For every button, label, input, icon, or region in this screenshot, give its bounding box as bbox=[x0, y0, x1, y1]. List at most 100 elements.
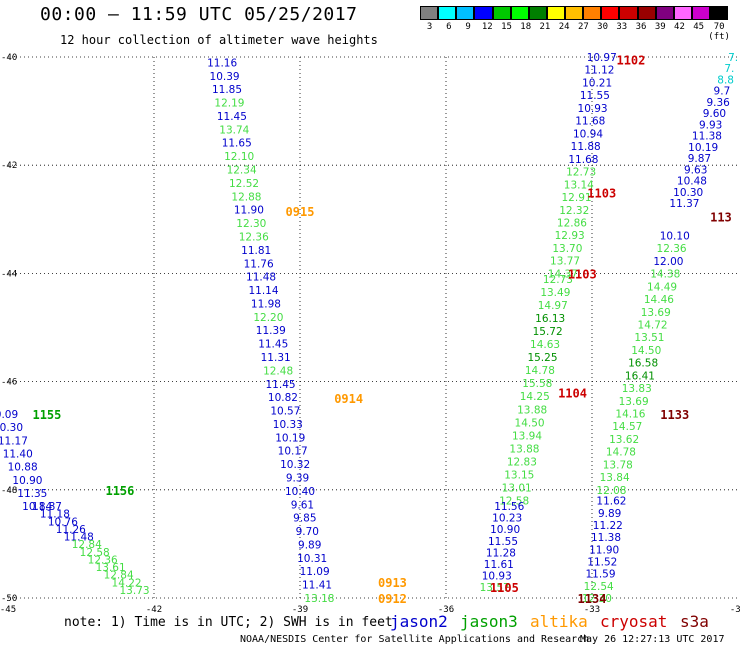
scale-label-7: 24 bbox=[558, 22, 570, 32]
swh-value: 13.88 bbox=[509, 443, 539, 455]
swh-value: 11.18 bbox=[40, 509, 70, 521]
pass-time-label: 1102 bbox=[616, 54, 645, 68]
swh-value: 10.93 bbox=[482, 571, 512, 583]
swh-value: 12.20 bbox=[253, 312, 283, 324]
legend-jason3: jason3 bbox=[460, 612, 518, 631]
swh-value: 9.36 bbox=[706, 97, 730, 109]
swh-value: 12.34 bbox=[227, 165, 257, 177]
swh-value: 11.65 bbox=[222, 138, 252, 150]
swh-value: 11.37 bbox=[669, 198, 699, 210]
scale-swatch-12 bbox=[637, 6, 656, 20]
swh-value: 16.41 bbox=[625, 370, 655, 382]
scale-swatch-9 bbox=[583, 6, 602, 20]
swh-value: 11.17 bbox=[0, 435, 28, 447]
color-scale-labels: 3 6 9 12 15 18 21 24 27 30 33 36 39 42 45 70 (ft) bbox=[420, 22, 730, 42]
swh-value: 13.18 bbox=[304, 593, 334, 605]
scale-label-8: 27 bbox=[577, 22, 589, 32]
swh-value: 9.85 bbox=[293, 513, 316, 525]
swh-value: 12.30 bbox=[236, 218, 266, 230]
swh-value: 9.87 bbox=[688, 153, 711, 165]
swh-value: 12.36 bbox=[657, 243, 687, 255]
swh-value: 11.26 bbox=[56, 524, 86, 536]
y-tick-label-5: -50 bbox=[1, 594, 17, 604]
swh-value: 10.39 bbox=[210, 71, 240, 83]
swh-value: 12.86 bbox=[557, 217, 587, 229]
swh-value: 14.37 bbox=[548, 268, 578, 280]
swh-value: 14.50 bbox=[631, 345, 661, 357]
swh-value: 13.73 bbox=[120, 585, 150, 597]
x-tick-label-5: -30 bbox=[730, 605, 740, 615]
page-title: 00:00 – 11:59 UTC 05/25/2017 bbox=[40, 4, 358, 25]
swh-value: 12.73 bbox=[566, 167, 596, 179]
swh-value: 13.57 bbox=[480, 582, 510, 594]
swh-value: 13.69 bbox=[619, 396, 649, 408]
swh-value: 9.89 bbox=[598, 508, 621, 520]
swh-value: 12.58 bbox=[80, 547, 110, 559]
swh-value: 10.33 bbox=[273, 419, 303, 431]
swh-value: 12.88 bbox=[231, 191, 261, 203]
swh-value: 11.28 bbox=[486, 547, 516, 559]
swh-value: 11.48 bbox=[64, 532, 94, 544]
scale-label-12: 39 bbox=[654, 22, 666, 32]
swh-value: 7. bbox=[724, 63, 734, 75]
x-tick-label-3: -36 bbox=[438, 605, 454, 615]
swh-value: 10.76 bbox=[48, 516, 78, 528]
swh-value: 10.97 bbox=[587, 52, 617, 64]
swh-value: 9.7 bbox=[714, 86, 731, 98]
swh-value: 13.88 bbox=[517, 404, 547, 416]
swh-value: 13.51 bbox=[634, 332, 664, 344]
pass-time-label: 113 bbox=[710, 211, 732, 225]
swh-value: 10.94 bbox=[573, 128, 603, 140]
swh-value: 11.41 bbox=[302, 580, 332, 592]
swh-value: 14.63 bbox=[530, 339, 560, 351]
scale-swatch-3 bbox=[474, 6, 493, 20]
scale-swatch-10 bbox=[601, 6, 620, 20]
swh-value: 11.90 bbox=[234, 205, 264, 217]
swh-value: 13.62 bbox=[609, 434, 639, 446]
x-tick-label-0: -45 bbox=[0, 605, 16, 615]
swh-value: 12.32 bbox=[559, 205, 589, 217]
swh-value: 12.52 bbox=[229, 178, 259, 190]
swh-value: 13.84 bbox=[600, 472, 630, 484]
swh-value: 10.57 bbox=[270, 406, 300, 418]
swh-value: 11.56 bbox=[494, 501, 524, 513]
scale-swatch-6 bbox=[528, 6, 547, 20]
swh-value: 13.70 bbox=[552, 243, 582, 255]
credit-text: NOAA/NESDIS Center for Satellite Applica… bbox=[240, 634, 590, 645]
swh-value: 11.81 bbox=[241, 245, 271, 257]
scale-swatch-4 bbox=[492, 6, 511, 20]
swh-value: 10.82 bbox=[268, 392, 298, 404]
swh-value: 14.78 bbox=[525, 365, 555, 377]
swh-value: 13.94 bbox=[512, 430, 542, 442]
y-tick-label-4: -48 bbox=[1, 486, 17, 496]
y-tick-label-2: -44 bbox=[1, 269, 17, 279]
swh-value: 14.97 bbox=[538, 300, 568, 312]
swh-value: 11.90 bbox=[589, 544, 619, 556]
swh-value: 11.59 bbox=[585, 569, 615, 581]
swh-value: 10.48 bbox=[677, 176, 707, 188]
swh-value: 13.83 bbox=[622, 383, 652, 395]
swh-value: 12.54 bbox=[584, 581, 614, 593]
scale-label-2: 9 bbox=[465, 22, 471, 32]
legend-s3a: s3a bbox=[680, 612, 709, 631]
scale-label-5: 18 bbox=[520, 22, 532, 32]
scale-swatch-2 bbox=[456, 6, 475, 20]
swh-value: 11.40 bbox=[3, 448, 33, 460]
swh-value: 11.14 bbox=[248, 285, 278, 297]
swh-value: 14.72 bbox=[638, 320, 668, 332]
swh-value: 10.84 bbox=[22, 501, 52, 513]
swh-value: 15.25 bbox=[527, 352, 557, 364]
scale-label-13: 42 bbox=[674, 22, 685, 32]
swh-value: 11.61 bbox=[484, 559, 514, 571]
swh-value: 11.38 bbox=[591, 532, 621, 544]
swh-value: 10.09 bbox=[0, 409, 18, 421]
swh-value: 14.22 bbox=[112, 577, 142, 589]
swh-value: 9.93 bbox=[699, 119, 722, 131]
swh-value: 10.30 bbox=[0, 422, 23, 434]
swh-value: 15.72 bbox=[533, 326, 563, 338]
swh-value: 11.12 bbox=[584, 65, 614, 77]
swh-value: 12.73 bbox=[543, 274, 573, 286]
scale-swatch-5 bbox=[510, 6, 529, 20]
scale-label-14: 45 bbox=[693, 22, 705, 32]
